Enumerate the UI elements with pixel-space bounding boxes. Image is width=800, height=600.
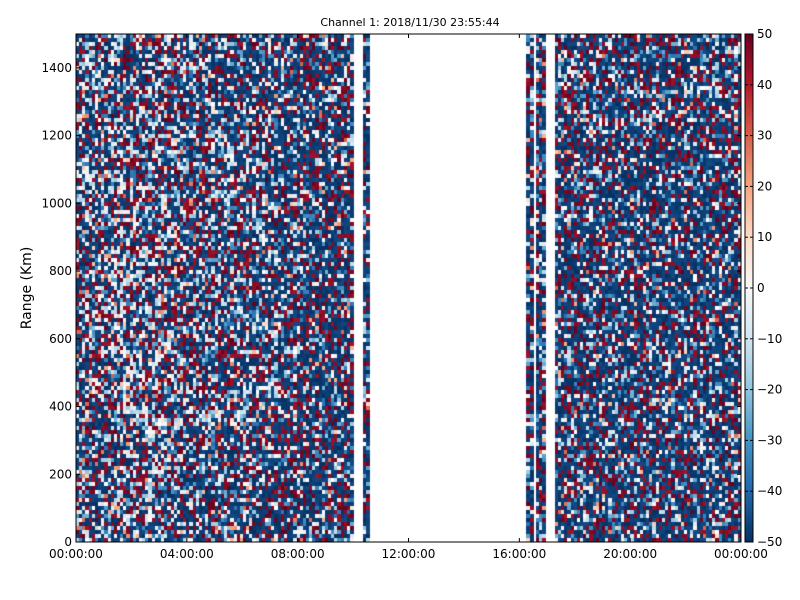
colorbar-tick-label: 10 bbox=[757, 230, 772, 244]
y-tick-label: 1000 bbox=[41, 196, 72, 210]
colorbar-tick-label: −50 bbox=[757, 535, 782, 549]
x-tick-label: 20:00:00 bbox=[603, 547, 657, 561]
colorbar-tick-label: −10 bbox=[757, 332, 782, 346]
x-tick-label: 08:00:00 bbox=[271, 547, 325, 561]
colorbar-tick-label: 50 bbox=[757, 27, 772, 41]
colorbar-tick-label: −30 bbox=[757, 433, 782, 447]
y-tick-label: 800 bbox=[49, 264, 72, 278]
x-tick-label: 00:00:00 bbox=[714, 547, 768, 561]
y-tick-label: 400 bbox=[49, 400, 72, 414]
heatmap-image bbox=[76, 34, 741, 542]
colorbar-tick-label: 20 bbox=[757, 179, 772, 193]
x-axis: 00:00:00 04:00:00 08:00:00 12:00:00 16:00:00… bbox=[49, 34, 768, 561]
colorbar-tick-label: 40 bbox=[757, 78, 772, 92]
y-axis: 0 200 400 600 800 1000 1200 1400 bbox=[41, 61, 741, 549]
y-tick-label: 600 bbox=[49, 332, 72, 346]
y-tick-label: 0 bbox=[64, 535, 72, 549]
heatmap-cells bbox=[76, 34, 741, 542]
chart-title: Channel 1: 2018/11/30 23:55:44 bbox=[320, 16, 499, 29]
x-tick-label: 04:00:00 bbox=[160, 547, 214, 561]
colorbar-ticks: 50 40 30 20 10 0 −10 −20 −30 −40 −50 bbox=[745, 27, 782, 549]
x-tick-label: 16:00:00 bbox=[492, 547, 546, 561]
y-axis-label: Range (Km) bbox=[19, 247, 35, 330]
y-tick-label: 200 bbox=[49, 467, 72, 481]
colorbar-tick-label: 0 bbox=[757, 281, 765, 295]
colorbar-tick-label: −40 bbox=[757, 484, 782, 498]
x-tick-label: 12:00:00 bbox=[382, 547, 436, 561]
y-tick-label: 1400 bbox=[41, 61, 72, 75]
colorbar-tick-label: 30 bbox=[757, 129, 772, 143]
x-tick-label: 00:00:00 bbox=[49, 547, 103, 561]
colorbar-tick-label: −20 bbox=[757, 383, 782, 397]
y-tick-label: 1200 bbox=[41, 129, 72, 143]
